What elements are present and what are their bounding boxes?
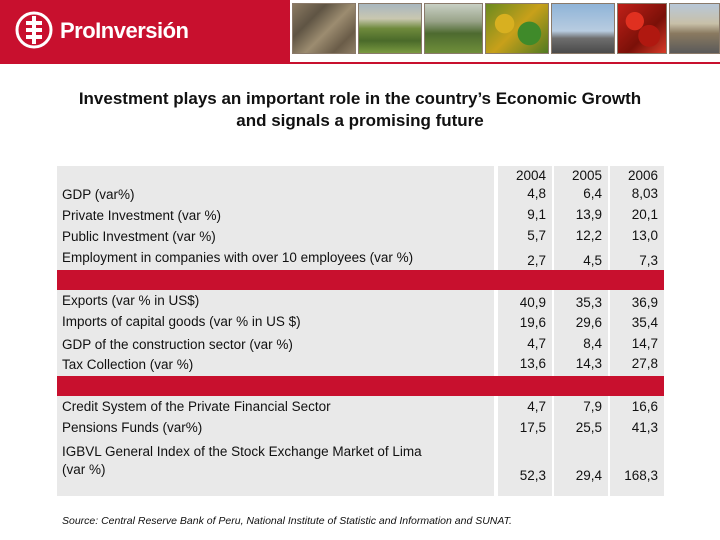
cell-value: 36,9 — [631, 295, 658, 310]
title-line-1: Investment plays an important role in th… — [78, 89, 642, 108]
source-note: Source: Central Reserve Bank of Peru, Na… — [62, 515, 512, 527]
row-label: Employment in companies with over 10 emp… — [62, 250, 414, 265]
cell-value: 7,3 — [639, 253, 658, 268]
cell-value: 25,5 — [575, 420, 602, 435]
row-label: GDP (var%) — [62, 187, 135, 202]
photo-vegetables — [485, 3, 549, 54]
cell-value: 20,1 — [631, 207, 658, 222]
header-year-2006: 2006 — [627, 168, 658, 183]
cell-value: 19,6 — [519, 315, 546, 330]
cell-value: 9,1 — [527, 207, 546, 222]
cell-value: 13,6 — [519, 356, 546, 371]
cell-value: 17,5 — [519, 420, 546, 435]
cell-value: 13,0 — [631, 228, 658, 243]
row-label: GDP of the construction sector (var %) — [62, 337, 293, 352]
table-group-2: Exports (var % in US$) 40,9 35,3 36,9 Im… — [57, 290, 664, 376]
cell-value: 35,4 — [631, 315, 658, 330]
header-banner: ProInversión — [0, 0, 720, 64]
proinversion-emblem-icon — [15, 11, 53, 49]
cell-value: 5,7 — [527, 228, 546, 243]
row-label: Imports of capital goods (var % in US $) — [62, 314, 301, 329]
cell-value: 16,6 — [631, 399, 658, 414]
row-label: Pensions Funds (var%) — [62, 420, 203, 435]
row-label: Tax Collection (var %) — [62, 357, 194, 372]
cell-value: 168,3 — [624, 468, 658, 483]
photo-farmland — [358, 3, 422, 54]
cell-value: 12,2 — [575, 228, 602, 243]
row-label: Private Investment (var %) — [62, 208, 222, 223]
cell-value: 4,5 — [583, 253, 602, 268]
row-label: Credit System of the Private Financial S… — [62, 399, 331, 414]
row-label: Public Investment (var %) — [62, 229, 216, 244]
row-label-continuation: (var %) — [62, 462, 106, 477]
cell-value: 8,03 — [631, 186, 658, 201]
slide-title: Investment plays an important role in th… — [0, 88, 720, 132]
photo-stone-wall — [292, 3, 356, 54]
proinversion-logo: ProInversión — [0, 0, 290, 64]
group-separator — [57, 376, 664, 396]
cell-value: 7,9 — [583, 399, 602, 414]
photo-red-peppers — [617, 3, 667, 54]
header-divider — [0, 62, 720, 64]
table-group-3: Credit System of the Private Financial S… — [57, 396, 664, 496]
cell-value: 4,7 — [527, 399, 546, 414]
cell-value: 35,3 — [575, 295, 602, 310]
group-separator — [57, 270, 664, 290]
cell-value: 14,7 — [631, 336, 658, 351]
header-year-2004: 2004 — [515, 168, 546, 183]
cell-value: 2,7 — [527, 253, 546, 268]
cell-value: 14,3 — [575, 356, 602, 371]
cell-value: 4,7 — [527, 336, 546, 351]
cell-value: 29,6 — [575, 315, 602, 330]
photo-highway — [669, 3, 720, 54]
cell-value: 6,4 — [583, 186, 602, 201]
cell-value: 52,3 — [519, 468, 546, 483]
cell-value: 29,4 — [575, 468, 602, 483]
brand-name: ProInversión — [60, 18, 189, 43]
title-line-2: and signals a promising future — [236, 111, 484, 130]
cell-value: 8,4 — [583, 336, 602, 351]
row-label: IGBVL General Index of the Stock Exchang… — [62, 444, 422, 459]
row-label: Exports (var % in US$) — [62, 293, 200, 308]
cell-value: 27,8 — [631, 356, 658, 371]
photo-airplane — [551, 3, 615, 54]
cell-value: 40,9 — [519, 295, 546, 310]
cell-value: 41,3 — [631, 420, 658, 435]
cell-value: 4,8 — [527, 186, 546, 201]
header-year-2005: 2005 — [571, 168, 602, 183]
photo-crops — [424, 3, 483, 54]
cell-value: 13,9 — [575, 207, 602, 222]
table-group-1: 2004 2005 2006 GDP (var%) 4,8 6,4 8,03 P… — [57, 166, 664, 270]
